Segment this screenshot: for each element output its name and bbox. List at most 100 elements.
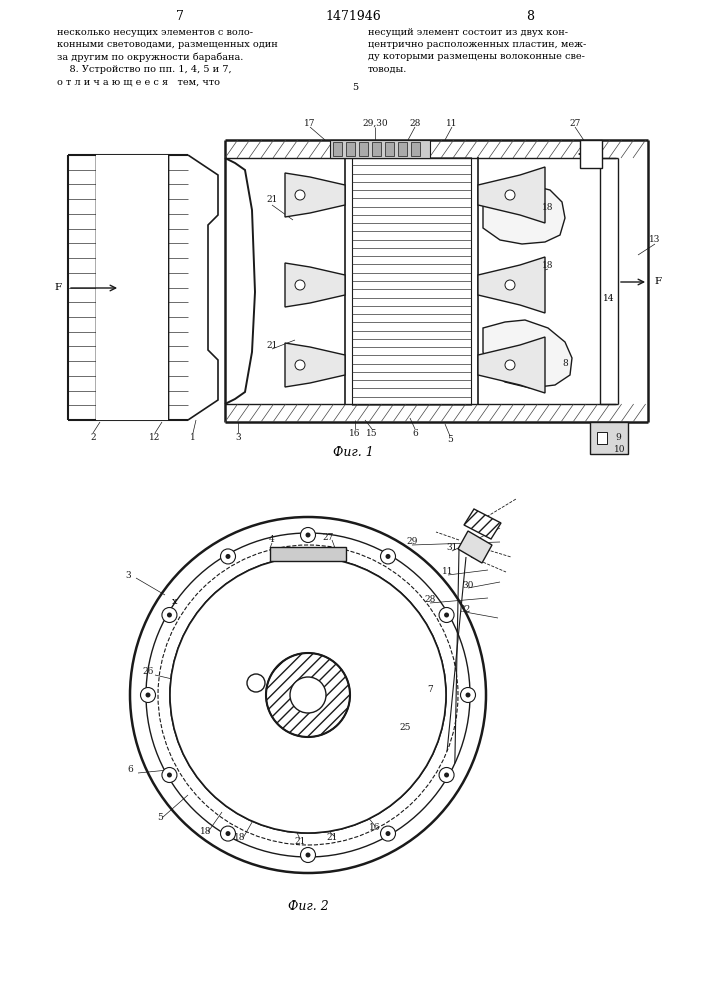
Circle shape xyxy=(170,557,446,833)
Circle shape xyxy=(130,517,486,873)
Text: 26: 26 xyxy=(142,668,153,676)
Circle shape xyxy=(295,280,305,290)
Text: F: F xyxy=(55,284,62,292)
Bar xyxy=(96,155,168,420)
Circle shape xyxy=(439,607,454,622)
Circle shape xyxy=(300,848,315,862)
Text: 13: 13 xyxy=(649,235,660,244)
Text: 29: 29 xyxy=(407,538,418,546)
Circle shape xyxy=(141,688,156,702)
Bar xyxy=(372,142,381,156)
Text: x: x xyxy=(173,597,177,606)
Circle shape xyxy=(300,528,315,542)
Polygon shape xyxy=(483,185,565,244)
Text: 29,30: 29,30 xyxy=(362,118,388,127)
Polygon shape xyxy=(285,263,345,307)
Text: Фиг. 1: Фиг. 1 xyxy=(332,446,373,458)
Circle shape xyxy=(380,826,395,841)
Circle shape xyxy=(444,773,449,778)
Text: 10: 10 xyxy=(614,446,626,454)
Text: Фиг. 2: Фиг. 2 xyxy=(288,900,328,914)
Polygon shape xyxy=(464,509,501,539)
Circle shape xyxy=(505,360,515,370)
Text: 21: 21 xyxy=(267,196,278,205)
Circle shape xyxy=(221,826,235,841)
Text: 16: 16 xyxy=(369,824,381,832)
Text: 8: 8 xyxy=(562,359,568,367)
Text: 25: 25 xyxy=(399,724,411,732)
Circle shape xyxy=(162,607,177,622)
Text: 7: 7 xyxy=(427,686,433,694)
Text: 6: 6 xyxy=(127,766,133,774)
Text: 30: 30 xyxy=(462,580,474,589)
Text: 31: 31 xyxy=(446,544,457,552)
Circle shape xyxy=(305,532,310,538)
Circle shape xyxy=(146,692,151,698)
Text: несущий элемент состоит из двух кон-
центрично расположенных пластин, меж-
ду ко: несущий элемент состоит из двух кон- цен… xyxy=(368,28,586,73)
Circle shape xyxy=(162,768,177,782)
Text: 1471946: 1471946 xyxy=(325,9,381,22)
Text: 21: 21 xyxy=(294,838,305,846)
Circle shape xyxy=(305,852,310,857)
Text: 5: 5 xyxy=(157,814,163,822)
Text: 4: 4 xyxy=(269,536,275,544)
Polygon shape xyxy=(285,173,345,217)
Bar xyxy=(385,142,394,156)
Circle shape xyxy=(226,554,230,559)
Text: 21: 21 xyxy=(267,340,278,350)
Text: 17: 17 xyxy=(304,118,316,127)
Text: 18: 18 xyxy=(542,202,554,212)
Circle shape xyxy=(439,768,454,783)
Bar xyxy=(411,142,420,156)
Circle shape xyxy=(167,612,172,617)
Circle shape xyxy=(226,831,230,836)
Text: 8: 8 xyxy=(526,9,534,22)
Circle shape xyxy=(247,674,265,692)
Circle shape xyxy=(167,772,172,778)
Text: 6: 6 xyxy=(412,428,418,438)
Polygon shape xyxy=(458,531,492,563)
Circle shape xyxy=(465,693,470,698)
Text: 27: 27 xyxy=(322,532,334,542)
Text: несколько несущих элементов с воло-
конными световодами, размещенных один
за дру: несколько несущих элементов с воло- конн… xyxy=(57,28,278,86)
Circle shape xyxy=(290,677,326,713)
Circle shape xyxy=(295,190,305,200)
Text: 18: 18 xyxy=(234,834,246,842)
Text: F: F xyxy=(654,277,661,286)
Bar xyxy=(359,142,368,156)
Text: 3: 3 xyxy=(125,570,131,580)
Text: 18: 18 xyxy=(200,828,212,836)
Text: 5: 5 xyxy=(447,436,453,444)
Bar xyxy=(270,547,346,561)
Circle shape xyxy=(385,831,390,836)
Text: 9: 9 xyxy=(615,432,621,442)
Circle shape xyxy=(170,557,446,833)
Polygon shape xyxy=(478,257,545,313)
Text: 3: 3 xyxy=(235,432,241,442)
Bar xyxy=(333,142,342,156)
Text: 15: 15 xyxy=(366,428,378,438)
Circle shape xyxy=(266,653,350,737)
Text: 28: 28 xyxy=(409,118,421,127)
Bar xyxy=(590,422,628,454)
Text: 11: 11 xyxy=(446,118,457,127)
Circle shape xyxy=(505,190,515,200)
Text: 32: 32 xyxy=(460,605,471,614)
Text: 14: 14 xyxy=(603,294,615,303)
Text: 21: 21 xyxy=(327,834,338,842)
Text: 27: 27 xyxy=(569,118,580,127)
Circle shape xyxy=(295,360,305,370)
Bar xyxy=(330,140,430,158)
Text: 5: 5 xyxy=(352,84,358,93)
Circle shape xyxy=(380,549,395,564)
Text: 28: 28 xyxy=(424,595,436,604)
Polygon shape xyxy=(483,320,572,388)
Text: 16: 16 xyxy=(349,428,361,438)
Circle shape xyxy=(444,612,449,617)
Text: 1: 1 xyxy=(190,432,196,442)
Polygon shape xyxy=(478,337,545,393)
Circle shape xyxy=(505,280,515,290)
Bar xyxy=(580,140,602,168)
Circle shape xyxy=(385,554,390,559)
Circle shape xyxy=(460,688,476,703)
